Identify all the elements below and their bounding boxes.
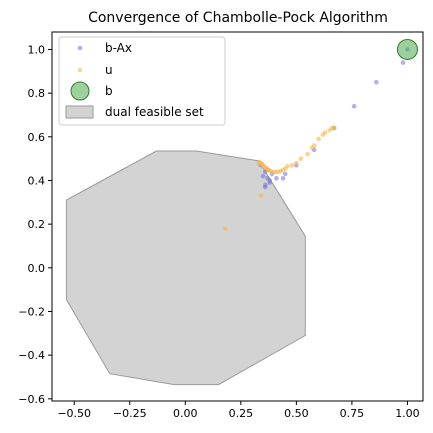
x-tick-label: 0.00: [173, 407, 198, 420]
b-ax-point: [374, 79, 379, 85]
legend-marker-b: [70, 81, 90, 101]
u-point: [298, 156, 304, 161]
x-tick-label: 0.25: [229, 407, 254, 420]
y-tick-label: −0.6: [18, 393, 45, 406]
y-tick-label: 0.2: [28, 218, 46, 231]
y-tick-label: 0.4: [28, 174, 46, 187]
legend-marker-dual-feasible-set: [65, 105, 94, 119]
legend-label: b-Ax: [105, 41, 132, 55]
u-point: [322, 130, 328, 135]
b-ax-point: [265, 175, 270, 181]
axes: −0.50 −0.25 0.00 0.25 0.50 0.75 1.00 −0.6 −0.4 −0…: [18, 31, 424, 420]
b-ax-point: [400, 60, 406, 65]
u-point: [289, 162, 295, 168]
u-point: [222, 226, 228, 231]
b-ax-point: [260, 173, 266, 179]
b-ax-point: [274, 175, 279, 181]
x-tick-label: 1.00: [395, 407, 420, 420]
b-ax-point: [280, 175, 286, 181]
u-point: [316, 136, 321, 142]
legend-label: u: [105, 63, 113, 77]
y-tick-label: −0.2: [18, 305, 45, 318]
legend: b-Ax ub dual feasible set: [58, 36, 226, 126]
plot-area: [65, 38, 418, 386]
y-tick-label: −0.4: [18, 349, 45, 362]
u-point: [258, 193, 264, 199]
legend-marker-u: [77, 67, 83, 73]
legend-box: [58, 36, 226, 126]
axes-frame: [51, 31, 424, 402]
legend-marker-b-ax: [77, 45, 83, 51]
y-tick-label: 0.8: [28, 87, 46, 100]
x-tick-label: −0.50: [57, 407, 91, 420]
b-point: [396, 38, 418, 60]
u-point: [294, 160, 299, 166]
b-ax-point: [282, 171, 288, 177]
y-tick-label: 0.0: [28, 262, 46, 275]
x-tick-label: 0.50: [284, 407, 309, 420]
u-point: [331, 125, 337, 131]
dual-feasible-set-polygon: [65, 150, 306, 386]
x-tick-label: −0.25: [113, 407, 147, 420]
u-point: [285, 163, 290, 169]
y-tick-label: 1.0: [28, 43, 46, 56]
b-ax-point: [267, 180, 273, 185]
u-point: [305, 151, 310, 157]
x-tick-label: 0.75: [340, 407, 365, 420]
y-tick-label: 0.6: [28, 131, 46, 144]
legend-label: dual feasible set: [105, 105, 204, 119]
chart-title: Convergence of Chambolle-Pock Algorithm: [88, 10, 388, 26]
b-ax-point: [351, 103, 357, 109]
b-ax-point: [262, 184, 268, 190]
u-point: [311, 143, 317, 148]
legend-label: b: [105, 84, 113, 98]
